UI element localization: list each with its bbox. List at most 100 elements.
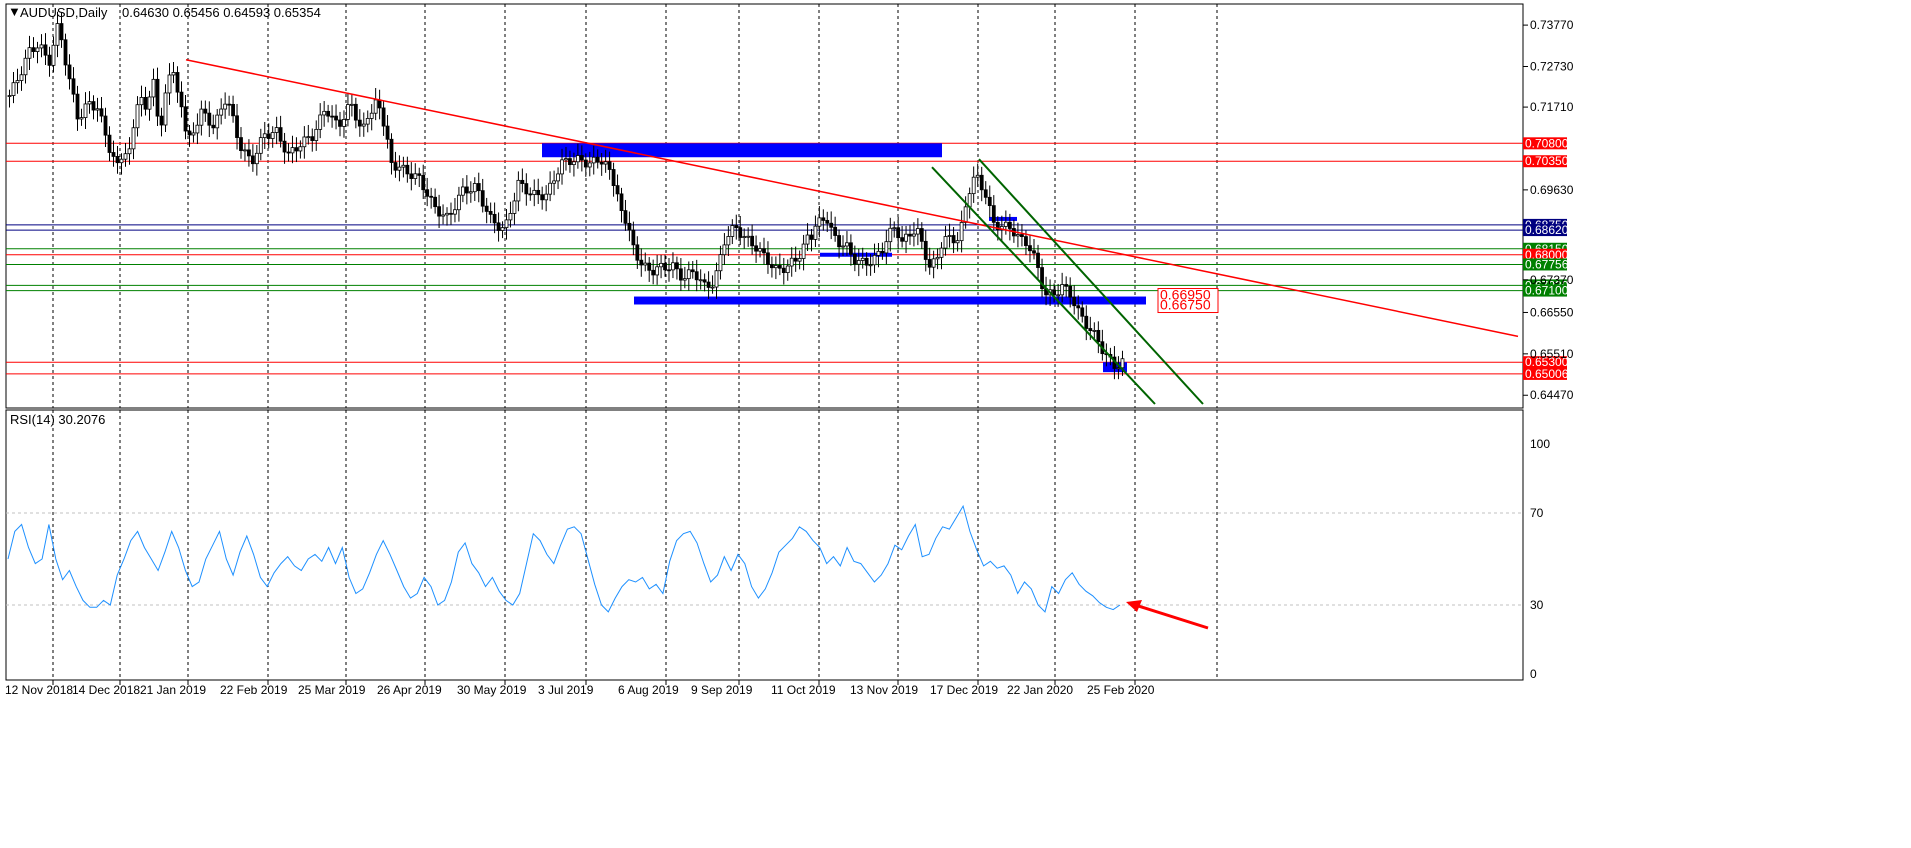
candle-body [318, 114, 323, 130]
candle-body [163, 92, 168, 126]
level-box [1157, 288, 1219, 314]
time-axis-label: 12 Nov 2018 [5, 683, 73, 697]
candle-body [1032, 250, 1036, 254]
candle-body [338, 119, 342, 127]
candle-body [770, 264, 774, 269]
candle-body [357, 119, 362, 127]
candle-body [139, 97, 144, 106]
candle-body [896, 227, 901, 239]
level-tag [1523, 155, 1567, 168]
candle-body [91, 101, 96, 111]
candle-body [536, 189, 541, 196]
candle-body [821, 217, 826, 221]
candle-body [334, 115, 338, 121]
candle-body [801, 243, 806, 259]
small-zone [989, 216, 1017, 221]
candle-body [417, 173, 422, 176]
rsi-tick-label: 100 [1530, 437, 1550, 451]
candle-body [326, 110, 331, 117]
candle-body [492, 213, 497, 224]
candle-body [159, 115, 164, 126]
candle-body [955, 240, 960, 244]
candle-body [211, 124, 216, 129]
candle-body [286, 151, 291, 154]
candle-body [762, 248, 766, 254]
candle-body [615, 185, 620, 195]
collapse-triangle-icon[interactable]: ▼ [8, 4, 21, 19]
candle-body [127, 148, 132, 155]
candle-body [19, 74, 24, 81]
candle-body [75, 93, 80, 120]
candle-body [310, 136, 315, 141]
candle-body [639, 259, 644, 266]
rsi-panel-frame [5, 409, 1524, 681]
candle-body [730, 225, 735, 237]
candle-body [678, 268, 683, 281]
horizontal-levels: 0.708000.703500.687500.686200.681500.680… [6, 136, 1569, 381]
candle-body [274, 127, 279, 133]
candle-body [686, 269, 691, 280]
candle-body [393, 162, 398, 171]
candle-body [87, 101, 92, 105]
candle-body [528, 193, 533, 196]
candles [7, 11, 1125, 380]
candle-body [464, 186, 469, 194]
candle-body [270, 132, 275, 139]
candle-body [433, 196, 438, 208]
candle-body [63, 39, 68, 66]
candle-body [516, 179, 521, 202]
candle-body [975, 174, 980, 178]
candle-body [1080, 307, 1085, 317]
level-tag [1523, 367, 1567, 380]
candle-body [302, 136, 307, 148]
price-tick-label: 0.66550 [1530, 305, 1574, 319]
candle-body [579, 155, 584, 161]
candle-body [643, 262, 648, 266]
time-axis-label: 22 Feb 2019 [220, 683, 288, 697]
candle-body [353, 103, 358, 121]
candle-body [330, 115, 334, 118]
candle-body [254, 152, 259, 165]
candle-body [1003, 221, 1008, 227]
candle-body [381, 107, 386, 127]
candle-body [520, 179, 525, 184]
candle-body [939, 247, 944, 258]
candle-body [991, 205, 996, 223]
candle-body [876, 250, 881, 256]
candle-body [591, 156, 596, 164]
candle-body [943, 236, 948, 249]
candle-body [389, 138, 394, 163]
candle-body [971, 176, 976, 195]
candle-body [484, 205, 489, 212]
candle-body [266, 133, 271, 139]
candle-body [369, 112, 374, 119]
candle-body [342, 119, 346, 127]
candle-body [583, 159, 588, 168]
candle-body [552, 180, 556, 184]
candle-body [1084, 315, 1089, 329]
candle-body [15, 80, 20, 84]
candle-body [457, 194, 461, 211]
price-panel-frame [5, 3, 1524, 409]
candle-body [860, 257, 865, 261]
candle-body [746, 235, 751, 238]
candle-body [155, 78, 160, 117]
candle-body [995, 221, 1000, 231]
candle-body [904, 233, 908, 242]
rsi-tick-label: 30 [1530, 598, 1544, 612]
time-axis-label: 25 Feb 2020 [1087, 683, 1155, 697]
candle-body [123, 153, 128, 160]
candle-body [532, 189, 537, 195]
candle-body [927, 259, 932, 268]
candle-body [215, 114, 220, 129]
candle-body [667, 269, 671, 272]
candle-body [722, 244, 727, 256]
candle-body [734, 225, 739, 229]
candle-body [282, 140, 287, 153]
candle-body [785, 265, 790, 274]
candle-body [706, 281, 711, 288]
candle-body [773, 265, 778, 269]
candle-body [1056, 294, 1061, 297]
candle-body [718, 254, 723, 272]
candle-body [385, 125, 390, 140]
